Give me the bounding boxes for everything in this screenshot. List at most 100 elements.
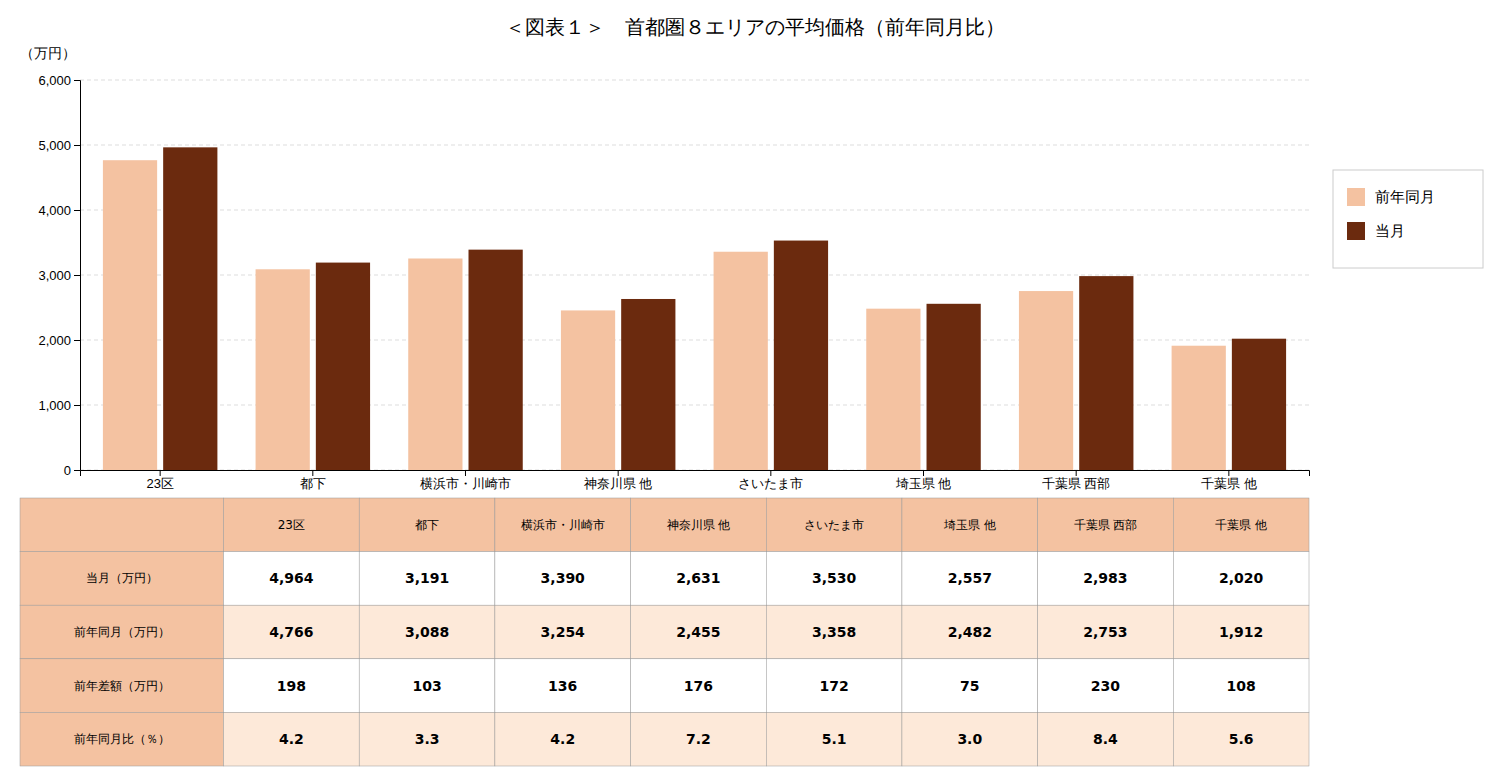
y-axis: 01,0002,0003,0004,0005,0006,000 — [38, 73, 80, 478]
tick-mark — [465, 470, 466, 476]
tick-mark — [74, 470, 80, 471]
tick-mark — [770, 470, 771, 476]
table-cell — [359, 659, 495, 713]
bar — [774, 241, 828, 470]
table-cell — [359, 498, 495, 552]
tick-label: 6,000 — [38, 73, 71, 88]
table-text: 108 — [1227, 678, 1256, 694]
tick: 神奈川県 他 — [584, 470, 653, 491]
table-cell — [1173, 498, 1309, 552]
table-text: 3,358 — [812, 624, 856, 640]
table-cell — [224, 605, 360, 659]
tick: 2,000 — [38, 333, 80, 348]
table-cell — [495, 552, 631, 606]
tick-label: 0 — [64, 463, 71, 478]
tick-label: 千葉県 他 — [1201, 476, 1257, 491]
table-cell — [20, 659, 224, 713]
chart: ＜図表１＞ 首都圏８エリアの平均価格（前年同月比） 0 1,000 2,000 3,00… — [0, 0, 1509, 781]
bar — [1019, 291, 1073, 470]
tick-label: 1,000 — [38, 398, 71, 413]
table-text: 都下 — [415, 518, 439, 532]
series — [163, 147, 1286, 470]
table-text: 埼玉県 他 — [943, 518, 996, 532]
tick: 埼玉県 他 — [895, 470, 952, 491]
tick-mark — [923, 470, 924, 476]
table-cell — [224, 552, 360, 606]
table-cell — [20, 498, 224, 552]
legend-item: 当月 — [1347, 222, 1405, 240]
y-axis-label: （万円） — [20, 45, 76, 61]
bar — [927, 304, 981, 470]
table-cell — [20, 605, 224, 659]
table-cell — [495, 659, 631, 713]
tick: 4,000 — [38, 203, 80, 218]
table-text: 千葉県 西部 — [1074, 518, 1138, 532]
table-text: 176 — [684, 678, 713, 694]
tick: 3,000 — [38, 268, 80, 283]
tick: 23区 — [146, 470, 173, 491]
table-cell — [631, 605, 767, 659]
table-cell — [1173, 659, 1309, 713]
tick-label: 23区 — [146, 476, 173, 491]
axis-line — [81, 471, 1310, 477]
tick-label: さいたま市 — [738, 476, 803, 491]
grid-line — [80, 210, 1309, 211]
bar — [714, 252, 768, 470]
table-cell — [766, 498, 902, 552]
table-cell — [631, 498, 767, 552]
tick-label: 都下 — [300, 476, 326, 491]
table-cell — [1173, 712, 1309, 766]
table-text: 3,088 — [405, 624, 449, 640]
table-text: 230 — [1091, 678, 1120, 694]
grid-line — [80, 145, 1309, 146]
table-cell — [902, 498, 1038, 552]
table-text: 4,964 — [269, 570, 314, 586]
table-text: 神奈川県 他 — [667, 518, 731, 532]
title: ＜図表１＞ 首都圏８エリアの平均価格（前年同月比） — [505, 15, 1005, 39]
tick-mark — [1228, 470, 1229, 476]
tick-label: 横浜市・川崎市 — [420, 476, 511, 491]
tick-mark — [160, 470, 161, 476]
tick-mark — [74, 340, 80, 341]
grid — [80, 80, 1309, 470]
legend-frame — [1333, 170, 1483, 268]
table-cell — [1038, 552, 1174, 606]
plot: 01,0002,0003,0004,0005,0006,00023区都下横浜市・… — [38, 73, 1309, 492]
tick-label: 埼玉県 他 — [895, 476, 952, 491]
tick-label: 神奈川県 他 — [584, 476, 653, 491]
tick-label: 2,000 — [38, 333, 71, 348]
table-cell — [766, 605, 902, 659]
table-cell — [1038, 605, 1174, 659]
table-text: 2,455 — [676, 624, 720, 640]
table-cell — [631, 552, 767, 606]
bar — [469, 250, 523, 470]
table-text: 2,631 — [676, 570, 720, 586]
table-cell — [902, 712, 1038, 766]
bar — [256, 269, 310, 470]
legend-swatch — [1347, 188, 1365, 206]
tick-mark — [74, 145, 80, 146]
table-text: 横浜市・川崎市 — [521, 518, 605, 532]
table-text: 3,191 — [405, 570, 449, 586]
table-cell — [495, 498, 631, 552]
bar — [1079, 276, 1133, 470]
table-text: 198 — [277, 678, 306, 694]
table-cell — [224, 712, 360, 766]
tick: さいたま市 — [738, 470, 803, 491]
table-cell — [359, 552, 495, 606]
table-cell — [495, 605, 631, 659]
legend-label: 前年同月 — [1375, 188, 1435, 206]
table-cell — [1173, 605, 1309, 659]
grid-line — [80, 80, 1309, 81]
table-text: 5.1 — [822, 731, 847, 747]
table-cell — [902, 659, 1038, 713]
table-text: 8.4 — [1093, 731, 1118, 747]
bar — [866, 309, 920, 470]
tick: 1,000 — [38, 398, 80, 413]
table-text: 1,912 — [1219, 624, 1263, 640]
tick-mark — [618, 470, 619, 476]
table-cell — [1038, 712, 1174, 766]
table-text: 3.0 — [957, 731, 982, 747]
table-cell — [359, 712, 495, 766]
x-axis: 23区都下横浜市・川崎市神奈川県 他さいたま市埼玉県 他千葉県 西部千葉県 他 — [81, 470, 1310, 491]
